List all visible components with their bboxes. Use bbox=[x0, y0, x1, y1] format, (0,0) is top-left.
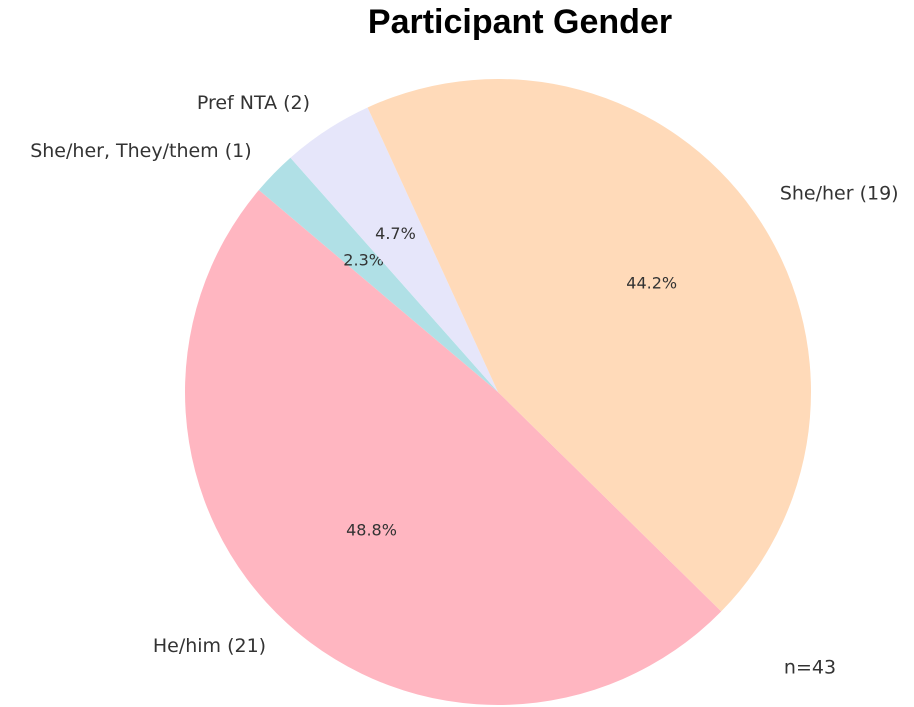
annotation: n=43 bbox=[784, 657, 836, 679]
chart-title: Participant Gender bbox=[368, 3, 672, 41]
slice-label: She/her (19) bbox=[780, 183, 899, 205]
slice-label: He/him (21) bbox=[153, 635, 266, 657]
slice-label: Pref NTA (2) bbox=[197, 92, 310, 114]
percent-label: 44.2% bbox=[626, 274, 677, 293]
percent-label: 48.8% bbox=[346, 520, 397, 539]
pie-slice bbox=[185, 190, 722, 705]
pie-slice bbox=[258, 157, 498, 392]
slice-label: She/her, They/them (1) bbox=[30, 140, 251, 162]
percent-label: 2.3% bbox=[343, 250, 384, 269]
pie-slice bbox=[290, 107, 498, 393]
pie-slice bbox=[367, 79, 811, 612]
percent-label: 4.7% bbox=[375, 224, 416, 243]
